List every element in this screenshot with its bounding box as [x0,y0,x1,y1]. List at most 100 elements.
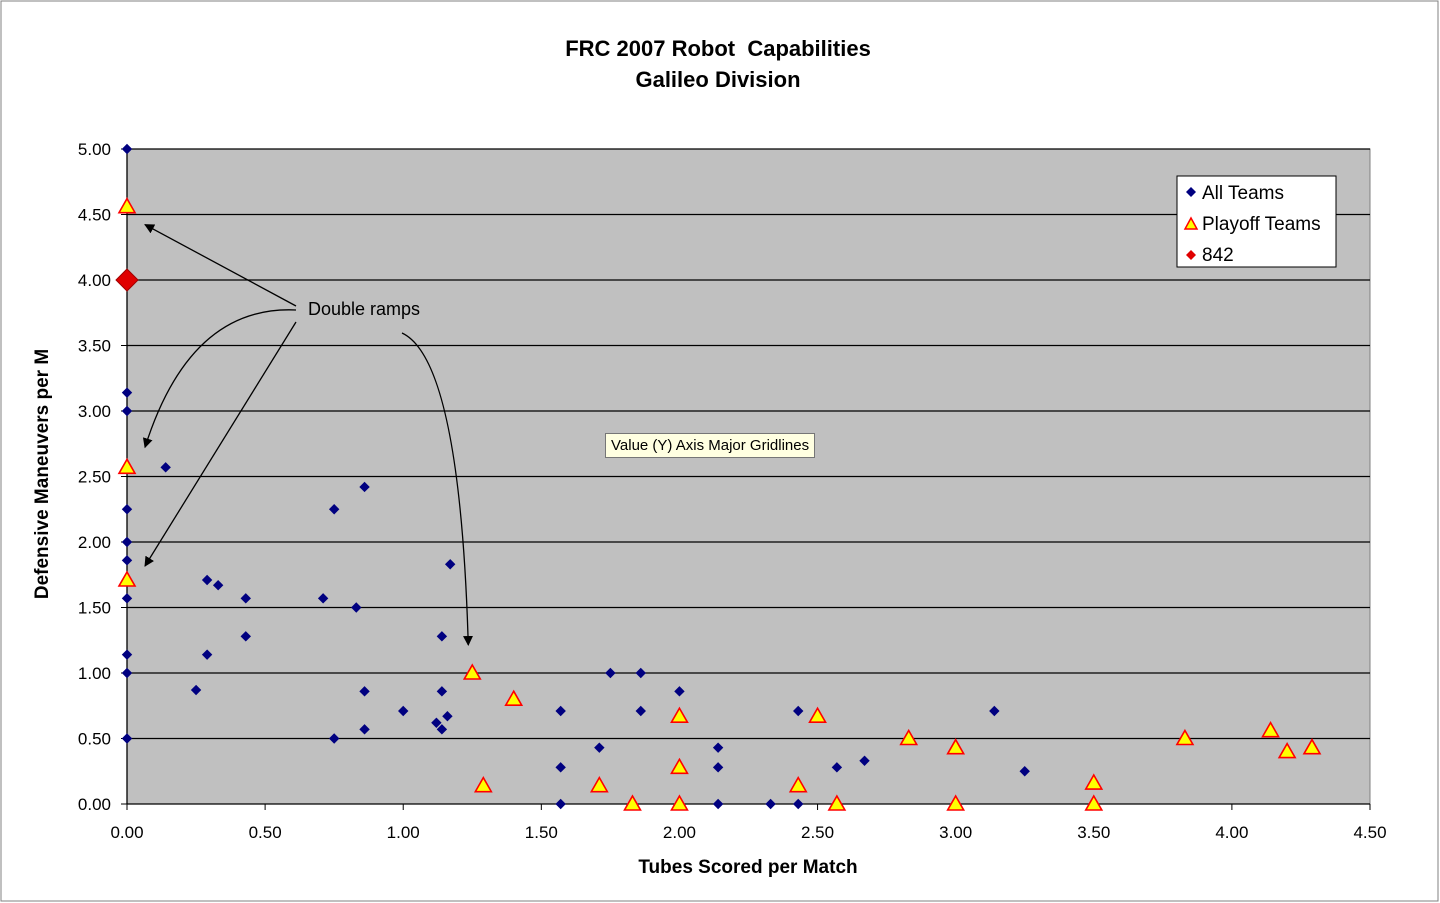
series-842[interactable] [115,268,139,292]
playoff-team-point[interactable] [827,794,847,811]
all-teams-point[interactable] [1019,766,1030,777]
all-teams-point[interactable] [712,762,724,773]
playoff-team-point[interactable] [504,689,524,706]
playoff-team-point[interactable] [1261,721,1280,738]
all-teams-point[interactable] [121,387,133,398]
all-teams-point[interactable] [765,798,776,810]
playoff-team-point[interactable] [946,794,966,811]
playoff-team-point[interactable] [117,570,137,587]
all-teams-point[interactable] [359,724,370,735]
all-teams-point[interactable] [712,798,724,810]
all-teams-point[interactable] [190,684,202,696]
all-teams-point[interactable] [436,631,448,642]
all-teams-point[interactable] [436,686,448,697]
all-teams-point[interactable] [121,143,133,155]
x-tick-label: 4.00 [1215,823,1248,842]
y-gridlines[interactable] [127,148,1370,740]
y-tick-label: 5.00 [78,140,111,159]
playoff-team-point[interactable] [623,794,642,811]
all-teams-point[interactable] [121,555,133,566]
y-tick-label: 4.00 [78,271,111,290]
legend-label-playoff-teams: Playoff Teams [1202,214,1321,235]
x-tick-label: 3.50 [1077,823,1110,842]
all-teams-point[interactable] [121,593,133,604]
playoff-team-point[interactable] [462,663,482,680]
all-teams-point[interactable] [240,593,251,604]
playoff-team-point[interactable] [670,706,689,724]
all-teams-point[interactable] [121,649,133,660]
all-teams-point[interactable] [201,574,213,586]
all-teams-point[interactable] [436,724,448,735]
all-teams-point[interactable] [328,504,340,515]
legend[interactable]: All Teams Playoff Teams 842 [1176,175,1337,268]
all-teams-point[interactable] [831,762,843,773]
playoff-team-point[interactable] [670,757,689,775]
all-teams-point[interactable] [989,705,1000,717]
all-teams-point[interactable] [351,602,362,613]
all-teams-point[interactable] [431,717,442,728]
y-tick-label: 1.00 [78,664,111,683]
y-tick-label: 3.00 [78,402,111,421]
playoff-team-point[interactable] [589,776,609,793]
playoff-team-point[interactable] [1302,738,1322,755]
all-teams-point[interactable] [635,705,646,717]
playoff-team-point[interactable] [117,197,137,214]
all-teams-point[interactable] [121,733,133,744]
series-all-teams[interactable] [121,143,1030,810]
legend-marker-all-teams [1186,187,1196,197]
x-tick-label: 1.00 [387,823,420,842]
playoff-team-point[interactable] [808,706,827,724]
all-teams-point[interactable] [635,667,646,679]
y-tick-label: 2.00 [78,533,111,552]
playoff-team-point[interactable] [670,794,689,811]
all-teams-point[interactable] [201,649,213,660]
all-teams-point[interactable] [212,580,224,591]
playoff-team-point[interactable] [1277,741,1297,759]
playoff-team-point[interactable] [1084,794,1104,811]
chart-subtitle: Galileo Division [635,67,800,92]
legend-box [1176,175,1337,268]
all-teams-point[interactable] [555,705,566,717]
playoff-team-point[interactable] [946,738,966,755]
y-axis-tick-labels: 0.00 0.50 1.00 1.50 2.00 2.50 3.00 3.50 4.00 4.50… [78,140,111,814]
all-teams-point[interactable] [712,742,724,753]
x-tick-label: 2.00 [663,823,696,842]
all-teams-point[interactable] [359,686,370,697]
x-axis-title: Tubes Scored per Match [638,857,857,878]
all-teams-point[interactable] [442,711,453,722]
playoff-team-point[interactable] [788,776,808,793]
playoff-team-point[interactable] [899,728,919,746]
all-teams-point[interactable] [398,705,409,717]
all-teams-point[interactable] [594,742,605,753]
series-playoff-teams[interactable] [117,197,1322,811]
team-842-point[interactable] [115,268,139,292]
all-teams-point[interactable] [317,593,329,604]
all-teams-point[interactable] [674,686,685,697]
y-axis-title: Defensive Maneuvers per M [32,349,53,599]
all-teams-point[interactable] [555,762,566,773]
all-teams-point[interactable] [359,481,370,493]
playoff-team-point[interactable] [1084,773,1104,790]
gridlines-tooltip: Value (Y) Axis Major Gridlines [605,433,816,458]
playoff-team-point[interactable] [1175,728,1195,746]
all-teams-point[interactable] [121,405,133,417]
all-teams-point[interactable] [444,559,456,570]
annotation-arrow [144,224,297,307]
all-teams-point[interactable] [555,798,566,810]
y-tick-label: 1.50 [78,599,111,618]
playoff-team-point[interactable] [473,776,493,793]
all-teams-point[interactable] [160,462,171,473]
all-teams-point[interactable] [605,667,616,679]
all-teams-point[interactable] [240,631,251,642]
all-teams-point[interactable] [793,798,804,810]
playoff-team-point[interactable] [117,457,137,475]
all-teams-point[interactable] [121,667,133,679]
x-tick-label: 1.50 [525,823,558,842]
all-teams-point[interactable] [859,755,870,766]
all-teams-point[interactable] [121,504,133,515]
all-teams-point[interactable] [328,733,340,744]
all-teams-point[interactable] [121,536,133,548]
all-teams-point[interactable] [793,705,804,717]
